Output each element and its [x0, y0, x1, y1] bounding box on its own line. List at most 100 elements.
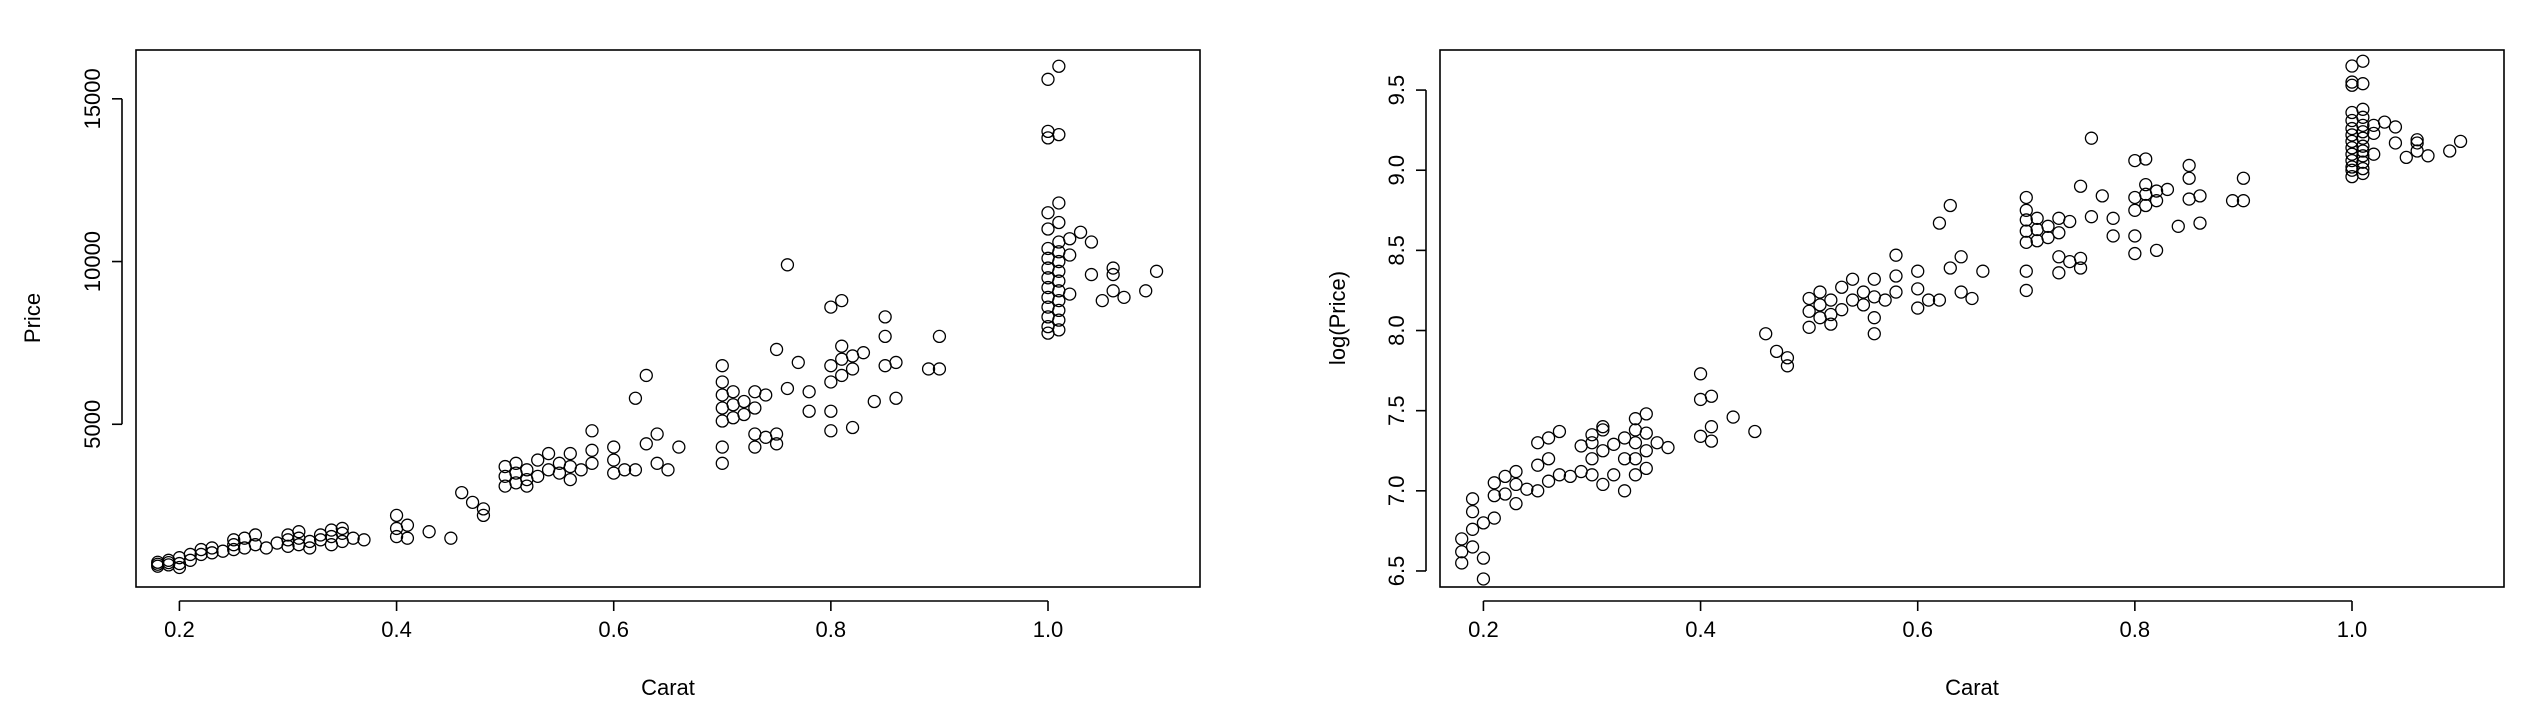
data-point — [2149, 243, 2164, 258]
data-point — [726, 385, 740, 399]
data-point — [389, 508, 404, 523]
data-point — [1780, 359, 1795, 373]
data-point — [2019, 283, 2033, 298]
data-point — [2139, 178, 2153, 192]
data-point — [2182, 158, 2196, 173]
data-point — [2063, 254, 2077, 269]
data-point — [2410, 133, 2424, 147]
data-point — [1531, 458, 1545, 472]
data-point — [737, 394, 751, 409]
data-point — [1476, 572, 1491, 586]
data-point — [1628, 436, 1643, 450]
data-point — [2052, 226, 2066, 240]
data-point — [889, 355, 903, 370]
y-tick-label: 7.5 — [1384, 395, 1409, 426]
data-point — [607, 453, 621, 467]
data-point — [509, 456, 523, 470]
data-point — [1498, 469, 1512, 484]
data-point — [1052, 313, 1066, 327]
data-point — [769, 342, 784, 357]
data-point — [520, 479, 534, 493]
data-point — [2193, 216, 2207, 230]
data-point — [2367, 118, 2381, 132]
data-point — [878, 329, 892, 344]
data-point — [1106, 261, 1120, 275]
data-point — [2139, 152, 2153, 166]
data-point — [1639, 426, 1653, 440]
data-point — [1889, 269, 1903, 283]
data-point — [1639, 407, 1653, 421]
data-point — [1509, 477, 1523, 492]
data-point — [1824, 307, 1838, 322]
data-point — [541, 463, 556, 477]
data-point — [824, 404, 838, 418]
data-point — [1041, 222, 1055, 236]
data-point — [2139, 198, 2153, 213]
y-tick-label: 9.0 — [1384, 155, 1409, 186]
data-points — [1455, 54, 2468, 586]
data-point — [1541, 474, 1556, 488]
data-point — [2356, 155, 2370, 169]
data-point — [1149, 264, 1164, 278]
data-point — [2356, 149, 2370, 163]
data-point — [2030, 234, 2044, 248]
data-point — [400, 531, 415, 545]
data-point — [1139, 284, 1153, 298]
data-point — [1052, 274, 1066, 288]
data-point — [313, 528, 328, 542]
data-point — [2052, 211, 2066, 225]
data-point — [1617, 484, 1632, 498]
data-point — [748, 440, 762, 454]
x-tick-label: 0.2 — [164, 617, 195, 642]
data-point — [194, 547, 208, 562]
data-point — [2095, 189, 2109, 203]
x-tick-label: 0.4 — [1685, 617, 1716, 642]
data-point — [1095, 293, 1109, 308]
x-tick-label: 0.6 — [1902, 617, 1933, 642]
data-point — [1748, 424, 1762, 439]
data-point — [824, 359, 838, 373]
data-point — [824, 375, 838, 389]
data-point — [802, 385, 816, 399]
y-tick-label: 8.5 — [1384, 235, 1409, 266]
data-point — [2345, 160, 2359, 174]
data-point — [2149, 184, 2164, 198]
data-point — [531, 469, 545, 483]
data-point — [672, 440, 686, 454]
data-point — [1509, 464, 1523, 479]
data-point — [2052, 266, 2066, 280]
data-point — [335, 526, 349, 540]
data-point — [172, 560, 187, 575]
data-point — [227, 533, 241, 547]
data-point — [780, 381, 795, 396]
data-point — [1976, 264, 1990, 278]
data-point — [867, 394, 881, 409]
data-point — [2030, 222, 2044, 237]
data-point — [1911, 282, 1925, 296]
data-point — [216, 544, 230, 558]
data-point — [802, 404, 816, 418]
data-point — [1052, 254, 1066, 269]
data-point — [2345, 78, 2359, 92]
data-point — [1693, 429, 1708, 443]
data-point — [1802, 320, 1816, 334]
data-point — [759, 388, 773, 402]
data-point — [1628, 423, 1643, 437]
data-point — [1661, 440, 1675, 455]
data-point — [1628, 412, 1643, 426]
data-point — [1574, 439, 1588, 453]
data-point — [661, 463, 675, 477]
data-point — [2182, 171, 2196, 185]
data-point — [1889, 248, 1903, 262]
data-point — [1639, 461, 1653, 476]
data-point — [715, 401, 729, 415]
data-point — [2128, 229, 2142, 243]
x-tick-label: 0.2 — [1468, 617, 1499, 642]
data-point — [878, 359, 892, 373]
data-point — [248, 528, 263, 542]
data-point — [1476, 551, 1491, 565]
data-point — [281, 533, 295, 547]
data-point — [389, 521, 404, 536]
data-point — [1052, 323, 1066, 337]
data-point — [1574, 464, 1588, 479]
